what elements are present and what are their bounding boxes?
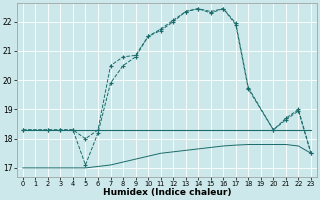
X-axis label: Humidex (Indice chaleur): Humidex (Indice chaleur) <box>103 188 231 197</box>
